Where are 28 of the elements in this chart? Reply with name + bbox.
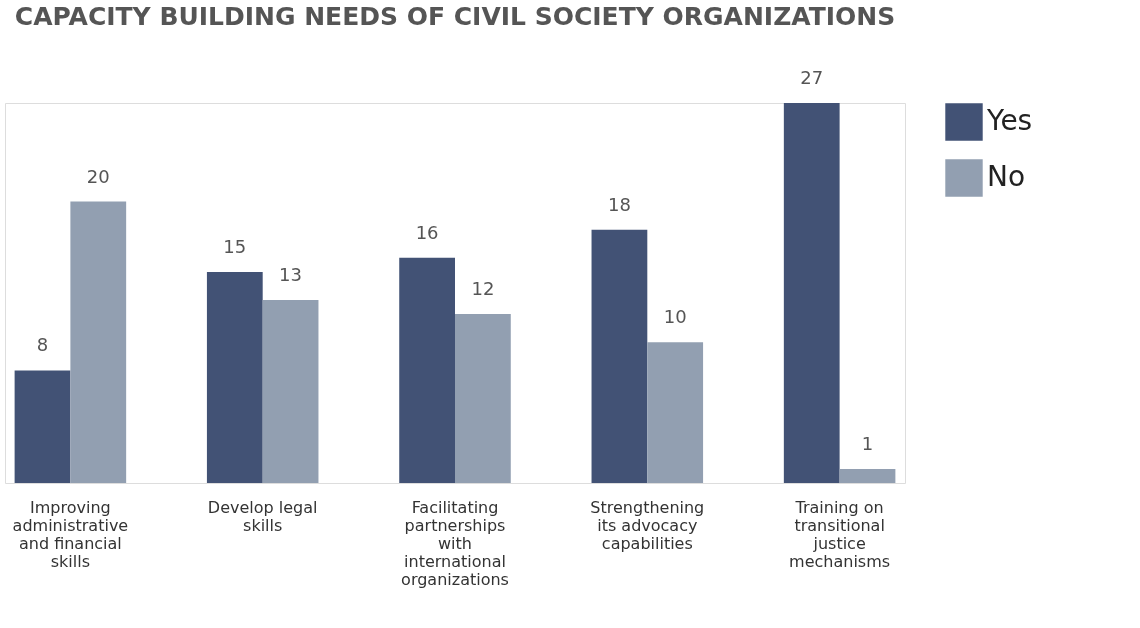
bar xyxy=(206,271,263,483)
data-label: 16 xyxy=(415,221,439,243)
bar xyxy=(262,300,319,483)
legend-label: Yes xyxy=(986,104,1033,137)
bar xyxy=(783,103,840,483)
bar xyxy=(647,342,704,483)
data-label: 8 xyxy=(36,334,49,356)
bar xyxy=(399,257,455,483)
x-tick-label: Training on transitional justice mechanisms xyxy=(789,497,891,571)
x-tick-label: Improving administrative and financial skills xyxy=(12,497,129,571)
data-label: 15 xyxy=(223,235,247,257)
data-label: 13 xyxy=(279,264,303,286)
x-tick-label: Strengthening its advocacy capabilities xyxy=(590,497,705,553)
data-label: 1 xyxy=(861,432,874,454)
bar xyxy=(839,468,896,483)
x-tick-label: Develop legal skills xyxy=(207,497,318,535)
chart-title: CAPACITY BUILDING NEEDS OF CIVIL SOCIETY ORGANIZATIONS xyxy=(14,2,896,31)
x-tick-label: Facilitating partnerships with international organizations xyxy=(401,497,509,589)
bar xyxy=(70,201,127,483)
data-label: 27 xyxy=(800,67,824,88)
data-label: 18 xyxy=(607,193,631,215)
bar xyxy=(591,229,648,483)
bar xyxy=(455,314,511,483)
data-label: 12 xyxy=(471,278,495,300)
bar xyxy=(14,370,71,483)
data-label: 10 xyxy=(663,306,687,328)
legend-label: No xyxy=(987,160,1026,193)
data-label: 20 xyxy=(86,165,110,187)
